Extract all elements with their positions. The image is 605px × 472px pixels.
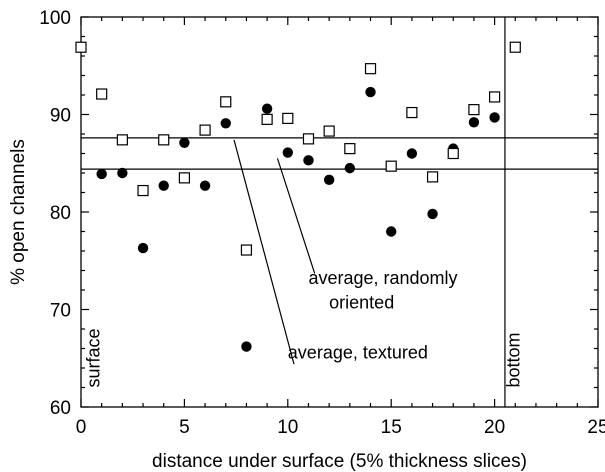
textured-point — [158, 180, 169, 191]
data-markers — [75, 41, 521, 352]
annotation-label: average, textured — [288, 342, 428, 362]
textured-point — [303, 155, 314, 166]
textured-point — [96, 168, 107, 180]
annotations: average, randomly oriented average, textur… — [84, 268, 524, 387]
random-point — [261, 113, 273, 125]
random-point — [178, 172, 190, 184]
textured-point — [179, 137, 190, 148]
x-tick-label: 5 — [179, 417, 190, 438]
random-point — [302, 133, 315, 145]
random-point — [116, 134, 128, 146]
random-point — [96, 88, 108, 100]
x-tick-label: 25 — [587, 417, 605, 438]
y-tick-label: 90 — [50, 106, 71, 127]
x-axis-title: distance under surface (5% thickness sli… — [152, 451, 527, 472]
random-point — [158, 134, 170, 146]
x-tick-label: 20 — [484, 417, 505, 438]
annotation-label: oriented — [329, 293, 394, 313]
random-point — [489, 91, 501, 103]
y-tick-label: 70 — [50, 301, 71, 322]
y-tick-label: 80 — [50, 203, 71, 224]
leader-line — [276, 158, 316, 274]
textured-point — [282, 147, 293, 158]
random-point — [509, 41, 521, 53]
random-point — [137, 184, 149, 197]
random-point — [406, 106, 418, 119]
x-tick-label: 10 — [277, 417, 298, 438]
random-point — [220, 96, 232, 108]
annotation-label: average, randomly — [308, 268, 457, 288]
textured-point — [261, 103, 273, 114]
textured-point — [323, 174, 335, 186]
random-point — [323, 125, 335, 137]
textured-point — [468, 117, 480, 128]
textured-point — [137, 242, 149, 254]
annotation-label: bottom — [503, 332, 523, 387]
random-point — [447, 147, 459, 160]
x-tick-label: 15 — [381, 417, 402, 438]
random-point — [426, 171, 439, 183]
plot-area: average, randomly oriented average, textur… — [75, 16, 599, 408]
textured-point — [241, 341, 252, 352]
annotation-leader-lines — [233, 139, 316, 365]
textured-point — [344, 162, 356, 174]
random-point — [240, 244, 253, 256]
textured-point — [406, 148, 418, 159]
textured-point — [365, 86, 376, 98]
x-tick-label: 0 — [76, 417, 87, 438]
random-point — [282, 112, 294, 125]
y-tick-label: 100 — [39, 8, 71, 29]
y-axis-title: % open channels — [8, 139, 29, 285]
random-point — [199, 124, 211, 136]
y-axis: 60 70 80 90 100 — [39, 8, 598, 419]
annotation-label: surface — [84, 328, 104, 387]
x-axis: 0 5 10 15 20 25 — [76, 17, 605, 438]
textured-point — [117, 167, 128, 179]
textured-point — [199, 180, 211, 191]
random-point — [364, 63, 377, 75]
leader-line — [233, 139, 295, 365]
textured-point — [427, 208, 438, 220]
random-point — [385, 160, 397, 172]
textured-point — [386, 226, 397, 237]
textured-point — [220, 118, 231, 129]
random-point — [75, 41, 87, 53]
textured-point — [489, 112, 500, 123]
random-point — [344, 143, 356, 155]
random-point — [468, 104, 480, 116]
y-tick-label: 60 — [50, 398, 71, 419]
